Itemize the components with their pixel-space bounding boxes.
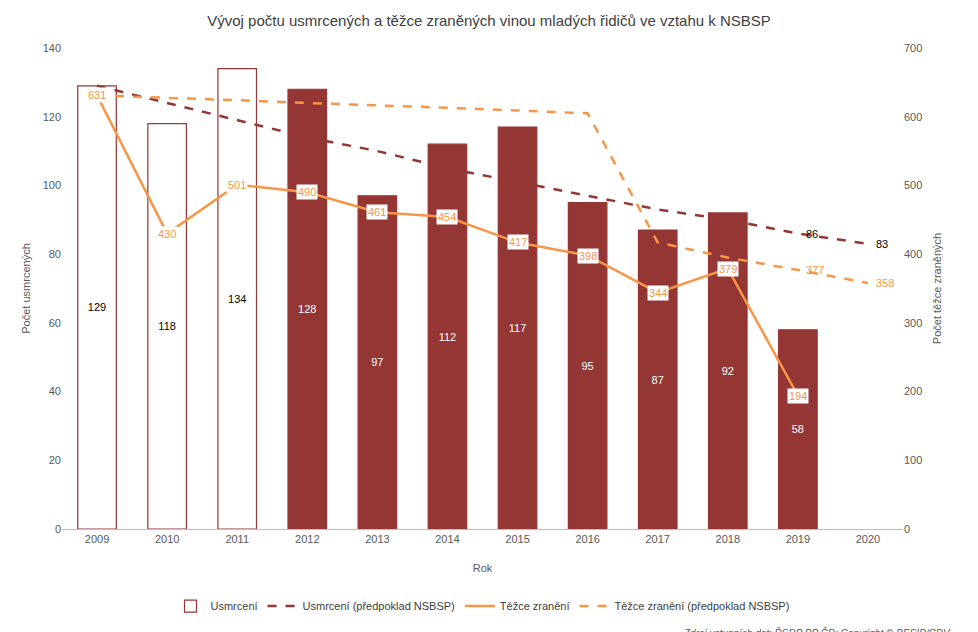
svg-text:417: 417: [509, 236, 527, 248]
svg-text:87: 87: [652, 374, 664, 386]
svg-text:Těžce zranění (předpoklad NSBS: Těžce zranění (předpoklad NSBSP): [615, 600, 790, 612]
svg-text:129: 129: [88, 301, 106, 313]
svg-text:92: 92: [722, 365, 734, 377]
svg-text:128: 128: [298, 303, 316, 315]
svg-text:400: 400: [904, 248, 922, 260]
svg-text:2014: 2014: [435, 533, 459, 545]
svg-text:2017: 2017: [645, 533, 669, 545]
svg-text:97: 97: [371, 356, 383, 368]
svg-text:86: 86: [806, 228, 818, 240]
svg-text:Usmrcení: Usmrcení: [211, 600, 258, 612]
svg-text:700: 700: [904, 42, 922, 54]
svg-text:300: 300: [904, 317, 922, 329]
svg-text:Počet těžce zraněných: Počet těžce zraněných: [931, 233, 943, 344]
svg-text:454: 454: [438, 211, 456, 223]
svg-text:0: 0: [904, 523, 910, 535]
svg-text:2019: 2019: [786, 533, 810, 545]
svg-text:Rok: Rok: [473, 562, 493, 574]
svg-text:Těžce zranění: Těžce zranění: [500, 600, 570, 612]
svg-text:631: 631: [88, 89, 106, 101]
svg-text:2015: 2015: [505, 533, 529, 545]
svg-text:Počet usmrcených: Počet usmrcených: [20, 243, 32, 333]
svg-text:134: 134: [228, 293, 246, 305]
svg-text:83: 83: [876, 238, 888, 250]
svg-text:2009: 2009: [85, 533, 109, 545]
svg-text:60: 60: [49, 317, 61, 329]
svg-text:379: 379: [719, 263, 737, 275]
svg-text:490: 490: [298, 186, 316, 198]
svg-text:118: 118: [158, 320, 176, 332]
svg-text:430: 430: [158, 228, 176, 240]
svg-text:501: 501: [228, 179, 246, 191]
svg-text:2013: 2013: [365, 533, 389, 545]
svg-text:200: 200: [904, 385, 922, 397]
svg-text:140: 140: [43, 42, 61, 54]
svg-text:2012: 2012: [295, 533, 319, 545]
svg-text:600: 600: [904, 111, 922, 123]
svg-text:100: 100: [904, 454, 922, 466]
svg-text:112: 112: [439, 331, 457, 343]
svg-text:95: 95: [582, 360, 594, 372]
svg-text:100: 100: [43, 179, 61, 191]
svg-text:358: 358: [876, 277, 894, 289]
svg-text:398: 398: [579, 250, 597, 262]
svg-text:2016: 2016: [575, 533, 599, 545]
svg-text:40: 40: [49, 385, 61, 397]
svg-text:2010: 2010: [155, 533, 179, 545]
svg-text:0: 0: [55, 523, 61, 535]
svg-text:2018: 2018: [716, 533, 740, 545]
svg-text:461: 461: [368, 206, 386, 218]
svg-text:Vývoj počtu usmrcených a těžce: Vývoj počtu usmrcených a těžce zraněných…: [207, 12, 771, 29]
svg-text:377: 377: [806, 264, 824, 276]
svg-text:2020: 2020: [856, 533, 880, 545]
svg-text:500: 500: [904, 179, 922, 191]
svg-text:58: 58: [792, 423, 804, 435]
svg-text:80: 80: [49, 248, 61, 260]
svg-text:120: 120: [43, 111, 61, 123]
svg-text:344: 344: [649, 287, 667, 299]
svg-text:Usmrcení (předpoklad NSBSP): Usmrcení (předpoklad NSBSP): [303, 600, 455, 612]
svg-text:2011: 2011: [225, 533, 249, 545]
svg-text:Zdroj vstupních dat: ŘSDP PP Č: Zdroj vstupních dat: ŘSDP PP ČR; Copyrig…: [683, 627, 951, 632]
svg-text:194: 194: [789, 390, 807, 402]
svg-text:20: 20: [49, 454, 61, 466]
svg-text:117: 117: [509, 322, 527, 334]
